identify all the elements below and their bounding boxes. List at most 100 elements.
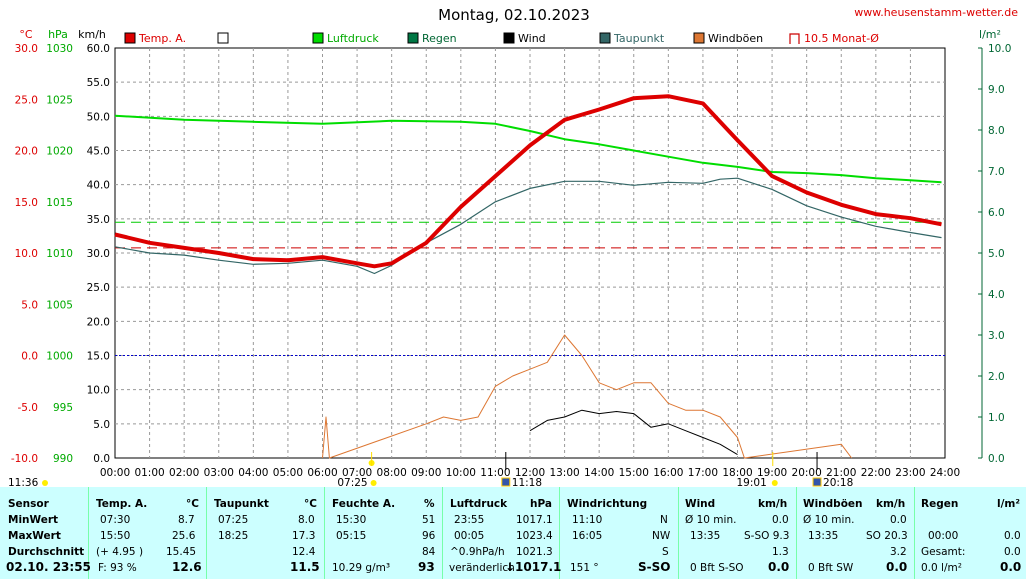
temp-unit-label: °C [186,498,199,510]
legend-swatch [312,32,324,44]
hum-cur-label: 10.29 g/m³ [332,562,391,574]
grid [115,48,945,458]
wind-tick-label: 10.0 [87,385,110,397]
time-markers: 07:25 19:01 11:18 20:18 11:36 [8,452,853,487]
gust-cur-label: 0 Bft SW [808,562,854,574]
gust-max-time: 13:35 [808,530,839,542]
temp-cur-label: F: 93 % [98,562,137,574]
site-url[interactable]: www.heusenstamm-wetter.de [854,6,1018,19]
temp-cur: 12.6 [172,560,202,574]
pressure-tick-label: 1005 [46,299,73,311]
x-tick-label: 19:00 [757,467,787,479]
temp-tick-label: -10.0 [11,453,38,465]
press-max-time: 00:05 [454,530,485,542]
temp-unit: °C [19,28,33,41]
col-divider [88,487,89,579]
legend-swatch [693,32,705,44]
x-tick-label: 00:00 [100,467,130,479]
x-tick-label: 18:00 [722,467,752,479]
col-divider [678,487,679,579]
x-tick-label: 20:00 [792,467,822,479]
x-tick-label: 01:00 [134,467,164,479]
rain-total: 0.0 [1004,546,1021,558]
sunset-label: 19:01 [737,477,767,487]
stats-table: Sensor MinWert MaxWert Durchschnitt 02.1… [0,487,1026,579]
hum-cur: 93 [418,560,435,574]
x-tick-label: 23:00 [895,467,925,479]
hum-min: 51 [422,514,436,526]
rain-unit-label: l/m² [997,498,1020,510]
row-label-max: MaxWert [8,530,61,542]
rain-tick-label: 3.0 [988,330,1005,342]
temp-tick-label: 25.0 [15,94,38,106]
rain-tick-label: 0.0 [988,453,1005,465]
rain-tick-label: 8.0 [988,125,1005,137]
col-divider [559,487,560,579]
wind-tick-label: 55.0 [87,77,110,89]
col-divider [324,487,325,579]
wind-tick-label: 40.0 [87,180,110,192]
row-label-avg: Durchschnitt [8,546,85,558]
legend-label: 10.5 Monat-Ø [804,32,879,45]
temp-tick-label: 5.0 [21,299,38,311]
x-tick-label: 14:00 [584,467,614,479]
press-title: Luftdruck [450,498,508,510]
wind-title: Wind [685,498,716,510]
wind-tick-label: 35.0 [87,214,110,226]
temp-tick-label: 20.0 [15,146,38,158]
wind-tick-label: 25.0 [87,282,110,294]
press-min-time: 23:55 [454,514,485,526]
rain-tick-label: 4.0 [988,289,1005,301]
press-min: 1017.1 [516,514,553,526]
pressure-tick-label: 995 [53,402,73,414]
press-trend: ^0.9hPa/h [450,546,505,558]
temp-tick-label: 10.0 [15,248,38,260]
rain-min-time: 00:00 [928,530,959,542]
current-date: 02.10. 23:55 [6,560,91,574]
wind-max: S-SO 9.3 [744,530,790,542]
dew-max: 17.3 [292,530,316,542]
sun-icon [370,480,377,486]
temp-line [114,94,942,269]
gust-unit-label: km/h [876,498,906,510]
x-tick-label: 04:00 [238,467,268,479]
moonset-icon [812,477,822,487]
sunset-icon [771,480,778,486]
dew-cur: 11.5 [290,560,320,574]
axes-layer: 00:00 01:00 02:00 03:00 04:00 05:00 06:00 07:00… [11,43,1012,479]
x-tick-label: 08:00 [377,467,407,479]
temp-avg-note: (+ 4.95 ) [96,546,144,558]
wind-tick-label: 5.0 [93,419,110,431]
rain-tick-label: 10.0 [988,43,1011,55]
gust-cur: 0.0 [886,560,908,574]
legend-swatch [124,32,136,44]
temp-tick-label: -5.0 [18,402,39,414]
x-tick-label: 12:00 [515,467,545,479]
pressure-tick-label: 1000 [46,351,73,363]
dew-min-time: 07:25 [218,514,249,526]
dew-max-time: 18:25 [218,530,249,542]
dir-avg: S [662,546,669,558]
x-tick-label: 21:00 [826,467,856,479]
pressure-tick-label: 1030 [46,43,73,55]
x-tick-label: 02:00 [169,467,199,479]
wind-tick-label: 60.0 [87,43,110,55]
gust-avg: 3.2 [890,546,907,558]
gust-avg-label: Ø 10 min. [803,514,855,526]
dir-min-time: 11:10 [572,514,603,526]
legend-swatch [503,32,515,44]
temp-max-time: 15:50 [100,530,131,542]
temp-avg: 15.45 [166,546,197,558]
hum-title: Feuchte A. [332,498,396,510]
moon-icon [501,477,511,487]
wind-tick-label: 45.0 [87,146,110,158]
dir-title: Windrichtung [567,498,648,510]
left-sun-icon [42,480,48,486]
x-tick-label: 22:00 [861,467,891,479]
temp-min: 8.7 [178,514,195,526]
chart-title: Montag, 02.10.2023 [438,6,590,24]
temp-tick-label: 15.0 [15,197,38,209]
legend: Temp. A. Luftdruck Regen Wind Taupunkt Windbö… [124,32,879,45]
dew-unit-label: °C [304,498,317,510]
rain-tick-label: 1.0 [988,412,1005,424]
